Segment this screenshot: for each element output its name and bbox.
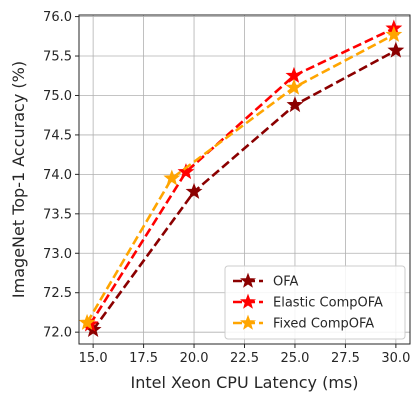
data-point — [78, 313, 96, 330]
legend-label: Elastic CompOFA — [273, 296, 383, 311]
series-ofa — [84, 41, 405, 337]
legend-marker — [240, 293, 256, 309]
data-point — [163, 169, 181, 186]
y-tick-label: 75.0 — [43, 89, 72, 104]
x-tick-label: 20.0 — [180, 351, 209, 366]
data-point — [286, 96, 304, 113]
y-tick-label: 73.0 — [43, 247, 72, 262]
y-tick-label: 74.0 — [43, 168, 72, 183]
legend-label: OFA — [273, 275, 299, 290]
y-tick-label: 72.5 — [43, 286, 72, 301]
series-fixed-compofa — [78, 25, 403, 330]
legend-item: OFA — [233, 272, 299, 290]
grid — [79, 15, 410, 344]
data-point — [385, 25, 403, 42]
y-tick-label: 73.5 — [43, 207, 72, 222]
x-tick-label: 22.5 — [230, 351, 259, 366]
x-tick-label: 15.0 — [79, 351, 108, 366]
legend: OFA Elastic CompOFA Fixed CompOFA — [224, 265, 406, 340]
legend-label: Fixed CompOFA — [273, 317, 374, 332]
y-axis: 72.0 72.5 73.0 73.5 74.0 74.5 75.0 75.5 76.0 — [43, 10, 79, 341]
x-tick-label: 30.0 — [381, 351, 410, 366]
x-tick-label: 17.5 — [129, 351, 158, 366]
x-tick-label: 25.0 — [280, 351, 309, 366]
series-line — [88, 27, 395, 325]
y-tick-label: 72.0 — [43, 326, 72, 341]
legend-box — [224, 265, 406, 340]
data-point — [185, 182, 203, 199]
x-tick-label: 27.5 — [331, 351, 360, 366]
y-axis-label: ImageNet Top-1 Accuracy (%) — [9, 61, 28, 298]
series-line — [85, 33, 395, 324]
x-axis: 15.0 17.5 20.0 22.5 25.0 27.5 30.0 — [79, 344, 410, 366]
data-point — [285, 78, 303, 95]
y-tick-label: 75.5 — [43, 50, 72, 65]
x-axis-label: Intel Xeon CPU Latency (ms) — [131, 373, 359, 392]
legend-item: Elastic CompOFA — [233, 293, 383, 311]
series-layer — [78, 19, 405, 337]
series-line — [92, 49, 397, 331]
legend-item: Fixed CompOFA — [233, 314, 374, 332]
data-point — [387, 41, 405, 58]
data-point — [177, 163, 195, 180]
legend-marker — [240, 272, 256, 288]
y-tick-label: 74.5 — [43, 128, 72, 143]
legend-marker — [240, 314, 256, 330]
y-tick-label: 76.0 — [43, 10, 72, 25]
